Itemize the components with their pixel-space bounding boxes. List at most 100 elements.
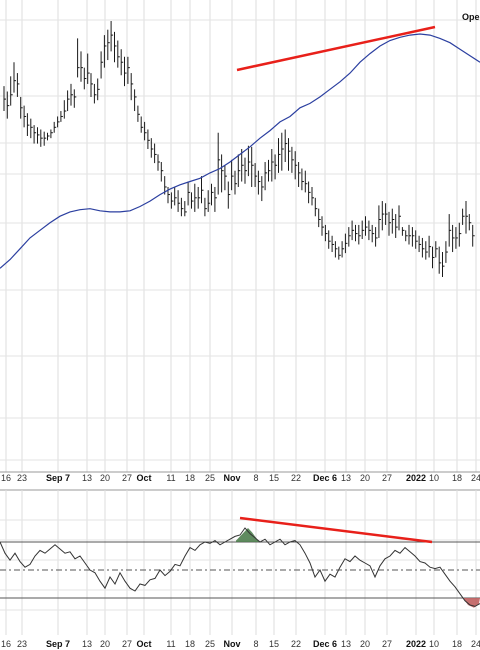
price-bar (324, 224, 328, 242)
price-bar (224, 165, 227, 191)
price-bar (361, 220, 365, 240)
price-bar (37, 127, 40, 144)
price-tick-label: 13 (341, 473, 351, 483)
moving-average-line (0, 33, 480, 269)
price-tick-label: Sep 7 (46, 473, 70, 483)
oscillator-tick-label: 22 (291, 639, 301, 649)
price-tick-label: Oct (136, 473, 151, 483)
price-bar (23, 105, 27, 128)
oscillator-tick-label: 13 (341, 639, 351, 649)
price-bar (428, 235, 432, 258)
price-bar (77, 38, 80, 78)
price-bar (16, 73, 20, 97)
price-bar (365, 216, 368, 236)
oversold-fill (463, 598, 480, 608)
price-bar (40, 129, 43, 147)
price-bar (237, 154, 241, 187)
price-bar (395, 214, 398, 238)
price-bar (442, 252, 445, 277)
price-bar (137, 105, 140, 122)
oscillator-tick-label: 18 (452, 639, 462, 649)
oscillator-tick-label: Nov (223, 639, 240, 649)
price-bar (57, 116, 60, 128)
price-tick-label: 24 (471, 473, 480, 483)
price-bar (160, 162, 164, 182)
oscillator-tick-label: 15 (269, 639, 279, 649)
overbought-fill (236, 528, 259, 542)
price-bar (398, 205, 401, 231)
price-bar (261, 176, 264, 202)
price-bar (93, 83, 97, 104)
price-bar (184, 201, 187, 217)
price-bar (381, 201, 385, 231)
price-bar (150, 138, 154, 158)
price-bar (20, 96, 23, 119)
price-bar (308, 181, 311, 204)
oscillator-tick-label: 2022 (406, 639, 426, 649)
price-bar (107, 29, 110, 61)
price-bar (321, 216, 324, 236)
price-bar (401, 227, 405, 236)
price-bar (318, 208, 321, 228)
price-bar (455, 227, 458, 249)
price-tick-label: 18 (452, 473, 462, 483)
price-trendline (236, 25, 436, 72)
price-bar (144, 121, 147, 141)
price-bar (234, 170, 237, 195)
price-tick-label: 20 (360, 473, 370, 483)
price-panel-background (0, 0, 480, 472)
price-bar (432, 246, 435, 269)
price-bar (214, 186, 217, 212)
price-bar (6, 91, 10, 119)
price-bar (294, 151, 298, 180)
price-bar (438, 246, 442, 274)
price-bar (124, 56, 127, 87)
price-tick-label: 15 (269, 473, 279, 483)
price-bar (448, 214, 452, 247)
price-bar (465, 201, 468, 234)
price-bar (227, 181, 231, 209)
price-bar (278, 138, 281, 173)
price-bar (10, 76, 13, 106)
price-bar (127, 56, 130, 84)
price-bar (452, 224, 455, 253)
price-bar (30, 118, 33, 139)
price-bar (130, 73, 134, 101)
price-bar (288, 138, 291, 171)
oscillator-tick-label: 11 (166, 639, 175, 649)
price-bar (231, 159, 234, 191)
price-bar (281, 132, 284, 171)
price-bar (415, 230, 418, 249)
price-bar (368, 220, 371, 241)
price-bar (268, 159, 271, 182)
price-bar (328, 230, 331, 249)
price-bar (301, 168, 304, 191)
price-bar (341, 241, 345, 258)
price-tick-label: Dec 6 (313, 473, 337, 483)
price-bar (154, 143, 157, 164)
price-bar (60, 111, 63, 122)
oscillator-tick-label: 16 (1, 639, 11, 649)
price-bar (33, 125, 37, 144)
price-bar (358, 224, 361, 245)
price-bar (170, 192, 174, 209)
price-bar (47, 132, 50, 141)
price-bar (67, 90, 70, 112)
price-bar (385, 203, 388, 225)
price-bar (254, 163, 258, 187)
price-bar (207, 190, 211, 212)
oscillator-tick-label: 13 (82, 639, 92, 649)
price-x-axis: 16 23 Sep 7 13 20 27 Oct 11 18 25 Nov 8 15 22 Dec 6 13 2… (1, 473, 480, 483)
oscillator-grid (0, 490, 480, 635)
price-bar (311, 186, 314, 206)
price-bar (103, 35, 107, 68)
price-tick-label: 23 (17, 473, 27, 483)
price-tick-label: Nov (223, 473, 240, 483)
oscillator-tick-label: 20 (100, 639, 110, 649)
price-bar (351, 220, 355, 241)
oscillator-tick-label: 18 (185, 639, 195, 649)
price-bar (348, 227, 351, 247)
price-bar (211, 183, 214, 206)
oscillator-tick-label: 25 (205, 639, 215, 649)
